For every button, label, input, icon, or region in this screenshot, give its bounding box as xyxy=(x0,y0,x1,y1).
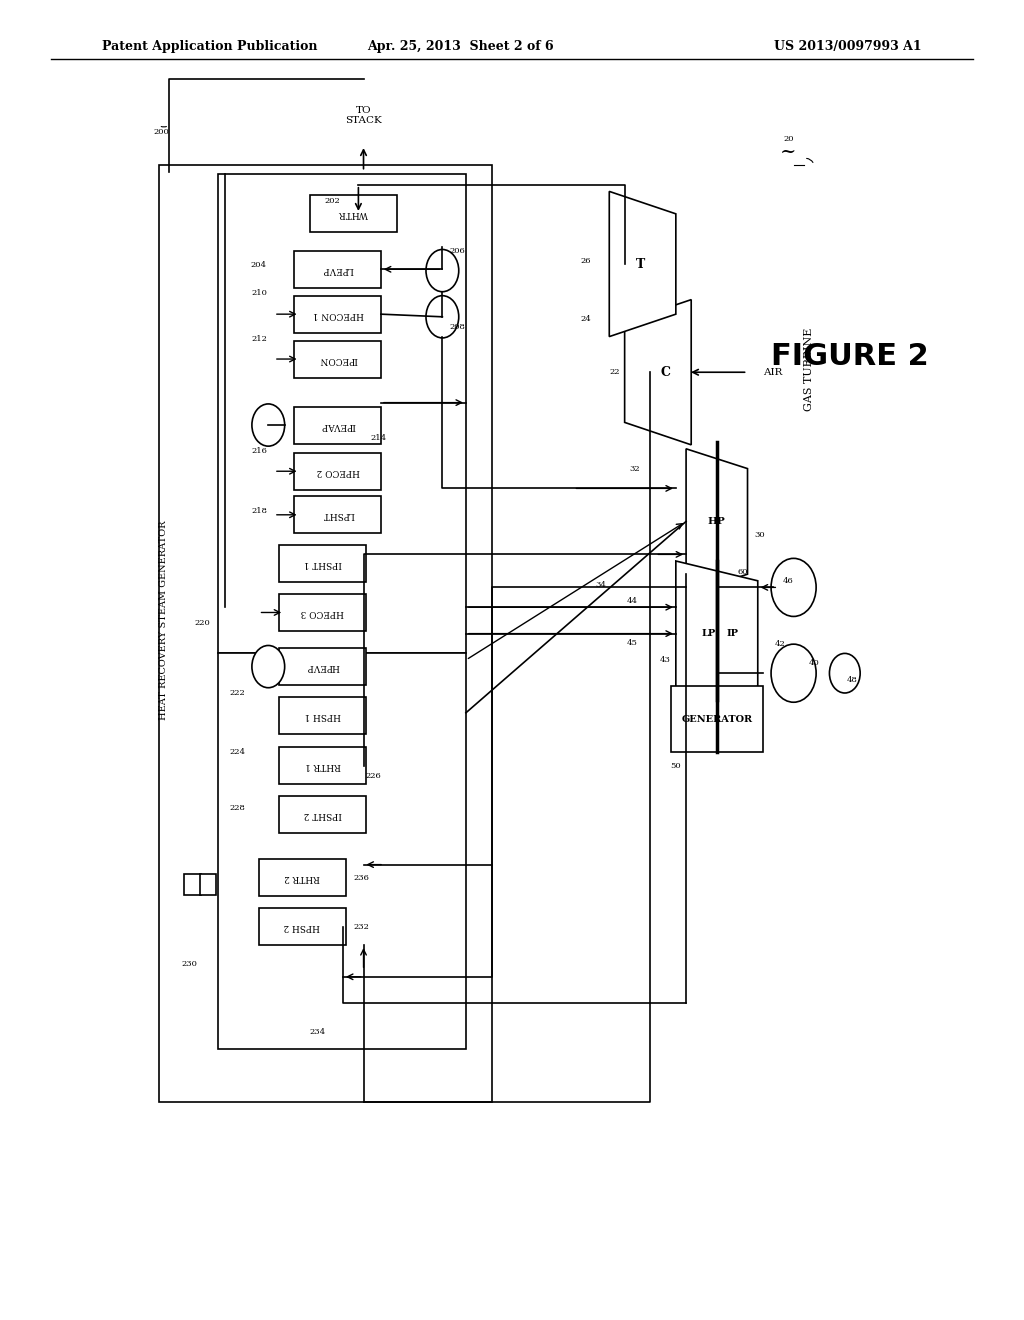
FancyBboxPatch shape xyxy=(184,874,201,895)
Polygon shape xyxy=(625,300,691,445)
Text: US 2013/0097993 A1: US 2013/0097993 A1 xyxy=(774,40,922,53)
Text: 202: 202 xyxy=(325,197,341,205)
Text: 48: 48 xyxy=(847,676,857,684)
Text: TO
STACK: TO STACK xyxy=(345,106,382,125)
Text: 200: 200 xyxy=(154,128,170,136)
Text: 32: 32 xyxy=(630,465,640,473)
FancyBboxPatch shape xyxy=(279,697,367,734)
Text: FIGURE 2: FIGURE 2 xyxy=(771,342,929,371)
Text: GENERATOR: GENERATOR xyxy=(681,715,753,723)
Text: 206: 206 xyxy=(450,247,466,255)
FancyBboxPatch shape xyxy=(279,545,367,582)
FancyBboxPatch shape xyxy=(279,594,367,631)
Text: 236: 236 xyxy=(353,874,370,882)
Text: 22: 22 xyxy=(609,368,620,376)
Text: 230: 230 xyxy=(181,960,198,968)
Text: 224: 224 xyxy=(229,748,246,756)
Text: RHTR 1: RHTR 1 xyxy=(304,762,341,770)
Text: 218: 218 xyxy=(251,507,267,515)
FancyBboxPatch shape xyxy=(295,453,382,490)
Text: HP: HP xyxy=(708,517,726,525)
Text: HPSH 1: HPSH 1 xyxy=(304,711,341,719)
FancyBboxPatch shape xyxy=(159,165,492,1102)
Text: 204: 204 xyxy=(250,261,266,269)
Text: AIR: AIR xyxy=(763,368,782,376)
Text: IPSHT 1: IPSHT 1 xyxy=(303,560,342,568)
Text: IP: IP xyxy=(726,630,738,638)
FancyBboxPatch shape xyxy=(279,796,367,833)
Text: 210: 210 xyxy=(251,289,267,297)
Text: 46: 46 xyxy=(783,577,794,585)
Text: Apr. 25, 2013  Sheet 2 of 6: Apr. 25, 2013 Sheet 2 of 6 xyxy=(368,40,554,53)
Text: 20: 20 xyxy=(783,135,794,143)
Text: LPSHT: LPSHT xyxy=(322,511,354,519)
FancyBboxPatch shape xyxy=(279,648,367,685)
FancyBboxPatch shape xyxy=(295,407,382,444)
Text: 50: 50 xyxy=(671,762,681,770)
Text: 44: 44 xyxy=(627,597,637,605)
FancyBboxPatch shape xyxy=(295,296,382,333)
Text: 208: 208 xyxy=(450,323,466,331)
Text: HPECO 3: HPECO 3 xyxy=(301,609,344,616)
Text: 222: 222 xyxy=(229,689,246,697)
Text: WHTR: WHTR xyxy=(338,210,369,218)
Circle shape xyxy=(426,296,459,338)
Text: 45: 45 xyxy=(627,639,637,647)
Text: 30: 30 xyxy=(755,531,765,539)
FancyBboxPatch shape xyxy=(309,195,397,232)
Text: 234: 234 xyxy=(309,1028,326,1036)
Text: 216: 216 xyxy=(251,447,267,455)
Text: 214: 214 xyxy=(371,434,387,442)
FancyBboxPatch shape xyxy=(258,859,346,896)
Text: 232: 232 xyxy=(353,923,370,931)
Text: HPSH 2: HPSH 2 xyxy=(284,923,321,931)
Text: HPEVP: HPEVP xyxy=(306,663,339,671)
Text: IPSHT 2: IPSHT 2 xyxy=(303,810,342,818)
Circle shape xyxy=(771,644,816,702)
Text: T: T xyxy=(635,257,645,271)
FancyBboxPatch shape xyxy=(671,686,763,752)
Text: C: C xyxy=(660,366,671,379)
Text: IPECON: IPECON xyxy=(318,355,357,363)
Polygon shape xyxy=(686,449,748,594)
Text: LP: LP xyxy=(701,630,716,638)
Circle shape xyxy=(829,653,860,693)
FancyBboxPatch shape xyxy=(200,874,216,895)
FancyBboxPatch shape xyxy=(295,496,382,533)
Text: GAS TURBINE: GAS TURBINE xyxy=(804,327,814,412)
Text: IPEVAP: IPEVAP xyxy=(321,421,355,429)
FancyBboxPatch shape xyxy=(295,341,382,378)
Text: 42: 42 xyxy=(775,640,785,648)
Text: 212: 212 xyxy=(251,335,267,343)
Text: RHTR 2: RHTR 2 xyxy=(284,874,321,882)
FancyBboxPatch shape xyxy=(295,251,382,288)
Polygon shape xyxy=(609,191,676,337)
Text: HEAT RECOVERY STEAM GENERATOR: HEAT RECOVERY STEAM GENERATOR xyxy=(160,520,168,721)
Text: 60: 60 xyxy=(737,568,748,576)
Text: 26: 26 xyxy=(581,257,591,265)
Circle shape xyxy=(252,404,285,446)
Polygon shape xyxy=(676,561,758,706)
Circle shape xyxy=(426,249,459,292)
Text: Patent Application Publication: Patent Application Publication xyxy=(102,40,317,53)
Text: 34: 34 xyxy=(596,581,606,589)
FancyBboxPatch shape xyxy=(279,747,367,784)
Text: HPECON 1: HPECON 1 xyxy=(312,310,364,318)
Text: HPECO 2: HPECO 2 xyxy=(316,467,359,475)
Text: 226: 226 xyxy=(366,772,382,780)
FancyBboxPatch shape xyxy=(218,653,466,1049)
Circle shape xyxy=(252,645,285,688)
FancyBboxPatch shape xyxy=(258,908,346,945)
Text: 228: 228 xyxy=(229,804,246,812)
Circle shape xyxy=(771,558,816,616)
Text: ~: ~ xyxy=(780,143,797,161)
Text: 43: 43 xyxy=(660,656,671,664)
Text: 24: 24 xyxy=(581,315,591,323)
Text: LPEVP: LPEVP xyxy=(323,265,353,273)
Text: 220: 220 xyxy=(195,619,211,627)
FancyBboxPatch shape xyxy=(218,174,466,653)
Text: 40: 40 xyxy=(809,659,819,667)
